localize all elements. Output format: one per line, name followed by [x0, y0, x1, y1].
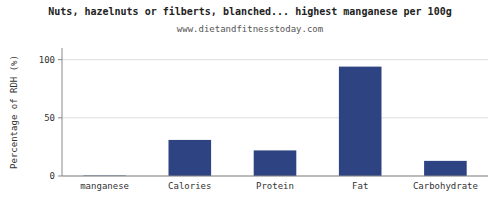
chart-container: Nuts, hazelnuts or filberts, blanched...… [0, 0, 500, 200]
grid [62, 60, 488, 176]
y-axis-line [62, 48, 63, 176]
x-tick-label: manganese [80, 181, 129, 191]
bar [169, 140, 212, 176]
x-axis-line [62, 176, 488, 177]
x-axis: manganese Calories Protein Fat Carbohydrate [62, 176, 488, 191]
subtitle: www.dietandfitnesstoday.com [177, 24, 323, 34]
title: Nuts, hazelnuts or filberts, blanched...… [48, 6, 451, 17]
y-tick [58, 59, 62, 60]
y-tick-label: 0 [50, 171, 55, 181]
y-axis: 0 50 100 [39, 48, 62, 181]
bars [83, 67, 466, 176]
bar [254, 150, 297, 176]
y-tick [58, 176, 62, 177]
y-tick-label: 50 [44, 113, 55, 123]
grid-line [62, 117, 488, 118]
y-tick-label: 100 [39, 55, 55, 65]
background [0, 0, 500, 200]
y-tick [58, 117, 62, 118]
grid-line [62, 59, 488, 60]
x-tick-label: Protein [256, 181, 294, 191]
x-tick-label: Carbohydrate [413, 181, 478, 191]
x-tick-label: Calories [168, 181, 211, 191]
bar [339, 67, 382, 176]
chart-svg: Nuts, hazelnuts or filberts, blanched...… [0, 0, 500, 200]
x-tick-label: Fat [352, 181, 368, 191]
grid-line [62, 176, 488, 177]
y-axis-label: Percentage of RDH (%) [9, 55, 19, 169]
bar [424, 161, 467, 176]
